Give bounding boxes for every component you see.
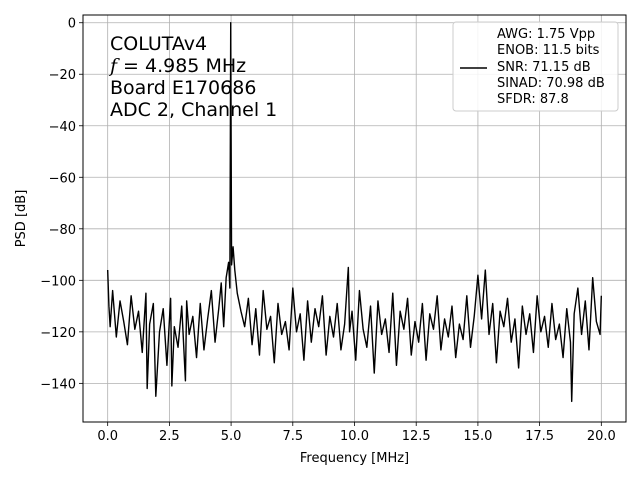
x-axis-label: Frequency [MHz]	[300, 451, 409, 466]
y-tick-label: −80	[49, 223, 76, 238]
x-tick-label: 0.0	[97, 429, 118, 444]
psd-series-line	[106, 22, 603, 403]
annotation-line-1: COLUTAv4	[110, 33, 207, 55]
legend-line-5: SFDR: 87.8	[497, 92, 569, 107]
y-axis-ticks: 0 −20 −40 −60 −80 −100 −120 −140	[40, 17, 83, 392]
annotation-frequency: = 4.985 MHz	[123, 55, 246, 77]
legend-line-4: SINAD: 70.98 dB	[497, 76, 605, 91]
y-tick-label: 0	[68, 17, 76, 32]
legend-line-1: AWG: 1.75 Vpp	[497, 27, 595, 42]
y-tick-label: −120	[40, 326, 76, 341]
x-tick-label: 15.0	[463, 429, 492, 444]
x-axis-ticks: 0.0 2.5 5.0 7.5 10.0 12.5 15.0 17.5 20.0	[97, 422, 616, 444]
y-axis-label: PSD [dB]	[14, 190, 29, 248]
x-tick-label: 10.0	[340, 429, 369, 444]
annotation-line-4: ADC 2, Channel 1	[110, 99, 277, 121]
annotation-block: COLUTAv4 f = 4.985 MHz Board E170686 ADC …	[108, 33, 277, 121]
legend-box	[452, 21, 619, 112]
y-tick-label: −40	[49, 120, 76, 135]
grid-lines	[83, 15, 626, 422]
legend: AWG: 1.75 Vpp ENOB: 11.5 bits SNR: 71.15…	[452, 21, 619, 112]
x-tick-label: 20.0	[587, 429, 616, 444]
x-tick-label: 12.5	[402, 429, 431, 444]
annotation-f-symbol: f	[108, 55, 120, 77]
y-tick-label: −100	[40, 274, 76, 289]
x-tick-label: 17.5	[525, 429, 554, 444]
annotation-line-2: f = 4.985 MHz	[108, 55, 246, 77]
annotation-line-3: Board E170686	[110, 77, 256, 99]
y-tick-label: −20	[49, 68, 76, 83]
y-tick-label: −60	[49, 171, 76, 186]
x-tick-label: 7.5	[282, 429, 303, 444]
y-tick-label: −140	[40, 377, 76, 392]
legend-line-2: ENOB: 11.5 bits	[497, 43, 600, 58]
legend-line-3: SNR: 71.15 dB	[497, 60, 591, 75]
series-layer	[106, 22, 603, 403]
x-tick-label: 5.0	[221, 429, 242, 444]
x-tick-label: 2.5	[159, 429, 180, 444]
